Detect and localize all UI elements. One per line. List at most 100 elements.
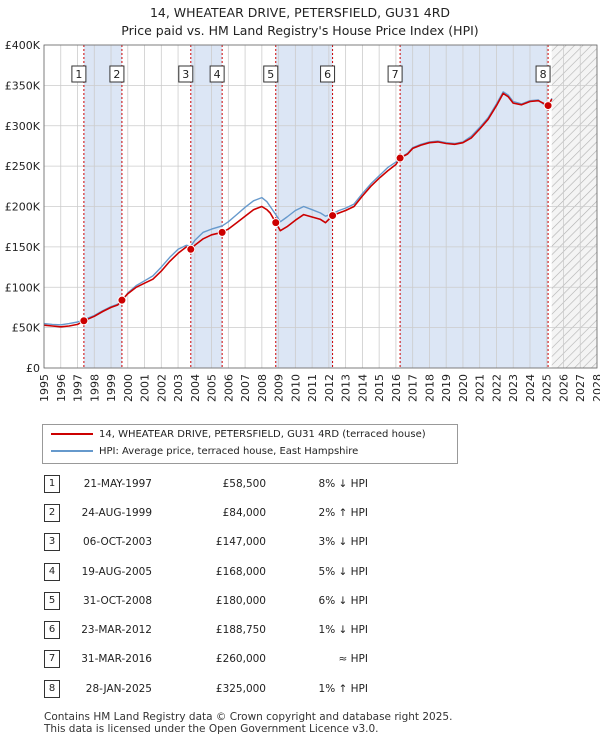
x-tick-label: 2000	[122, 374, 135, 402]
transaction-hpi: 1% ↑ HPI	[318, 683, 368, 695]
sale-badge-box	[71, 65, 87, 83]
x-tick-label: 2026	[557, 374, 570, 402]
y-tick-label: £50K	[12, 322, 41, 335]
transaction-price: £180,000	[215, 595, 266, 607]
x-tick-label: 2021	[474, 374, 487, 402]
x-tick-label: 2023	[507, 374, 520, 402]
transaction-price: £260,000	[215, 653, 266, 665]
y-tick-label: £300K	[5, 120, 41, 133]
plot-frame	[43, 44, 598, 369]
x-tick-label: 2019	[440, 374, 453, 402]
sale-badge-number: 5	[267, 68, 274, 81]
x-tick-label: 2020	[457, 374, 470, 402]
transaction-number: 3	[44, 533, 60, 551]
x-tick-label: 2024	[524, 374, 537, 402]
legend-swatch-property	[51, 433, 93, 435]
transaction-date: 06-OCT-2003	[83, 536, 152, 548]
legend-item-hpi: HPI: Average price, terraced house, East…	[51, 444, 358, 460]
transaction-number: 2	[44, 504, 60, 522]
y-tick-label: £150K	[5, 241, 41, 254]
transaction-date: 31-MAR-2016	[81, 653, 152, 665]
x-tick-label: 2014	[356, 374, 369, 402]
x-tick-label: 2012	[323, 374, 336, 402]
x-tick-label: 2002	[155, 374, 168, 402]
transaction-hpi: 6% ↓ HPI	[318, 595, 368, 607]
sale-badge-box	[178, 65, 194, 83]
transaction-row: 3 06-OCT-2003 £147,000 3% ↓ HPI	[0, 533, 600, 553]
transaction-date: 21-MAY-1997	[83, 478, 152, 490]
transaction-row: 1 21-MAY-1997 £58,500 8% ↓ HPI	[0, 475, 600, 495]
sale-badge-box	[535, 65, 551, 83]
transaction-hpi: 2% ↑ HPI	[318, 507, 368, 519]
x-tick-label: 2027	[574, 374, 587, 402]
transaction-price: £147,000	[215, 536, 266, 548]
transaction-price: £84,000	[222, 507, 266, 519]
transaction-row: 2 24-AUG-1999 £84,000 2% ↑ HPI	[0, 504, 600, 524]
sale-point	[395, 153, 405, 163]
title-line-2: Price paid vs. HM Land Registry's House …	[121, 23, 479, 38]
sale-badge-box	[320, 65, 336, 83]
transaction-number: 1	[44, 475, 60, 493]
x-tick-label: 1995	[38, 374, 51, 402]
x-tick-label: 2018	[423, 374, 436, 402]
x-tick-label: 1998	[88, 374, 101, 402]
sale-point	[79, 316, 89, 326]
transaction-number: 5	[44, 592, 60, 610]
sale-badge-number: 1	[75, 68, 82, 81]
x-tick-label: 1999	[105, 374, 118, 402]
transaction-hpi: 5% ↓ HPI	[318, 566, 368, 578]
footer-attribution: Contains HM Land Registry data © Crown c…	[44, 711, 452, 735]
sale-point	[543, 101, 553, 111]
property-price-line	[43, 92, 553, 328]
sale-badge-number: 7	[392, 68, 399, 81]
transaction-price: £168,000	[215, 566, 266, 578]
x-tick-label: 2001	[139, 374, 152, 402]
transaction-date: 19-AUG-2005	[81, 566, 152, 578]
transaction-price: £325,000	[215, 683, 266, 695]
transaction-hpi: 3% ↓ HPI	[318, 536, 368, 548]
x-tick-label: 1996	[55, 374, 68, 402]
hpi-line	[43, 91, 553, 326]
sale-badge-number: 2	[113, 68, 120, 81]
transaction-number: 6	[44, 621, 60, 639]
title-line-1: 14, WHEATEAR DRIVE, PETERSFIELD, GU31 4R…	[149, 5, 451, 20]
y-tick-label: £100K	[5, 281, 41, 294]
transaction-row: 4 19-AUG-2005 £168,000 5% ↓ HPI	[0, 563, 600, 583]
transaction-number: 4	[44, 563, 60, 581]
x-tick-label: 2017	[407, 374, 420, 402]
x-tick-label: 2015	[373, 374, 386, 402]
transaction-price: £188,750	[215, 624, 266, 636]
sale-point	[186, 244, 196, 254]
sale-point	[217, 227, 227, 237]
x-tick-label: 2003	[172, 374, 185, 402]
transaction-hpi: 1% ↓ HPI	[318, 624, 368, 636]
transaction-row: 6 23-MAR-2012 £188,750 1% ↓ HPI	[0, 621, 600, 641]
y-tick-label: £400K	[5, 39, 41, 52]
y-tick-label: £250K	[5, 160, 41, 173]
x-tick-label: 1997	[72, 374, 85, 402]
sale-badge-box	[263, 65, 279, 83]
sale-badge-box	[387, 65, 403, 83]
chart-title: 14, WHEATEAR DRIVE, PETERSFIELD, GU31 4R…	[0, 4, 600, 40]
x-tick-label: 2025	[541, 374, 554, 402]
footer-line-2: This data is licensed under the Open Gov…	[44, 723, 379, 735]
transaction-date: 24-AUG-1999	[81, 507, 152, 519]
transaction-date: 28-JAN-2025	[85, 683, 152, 695]
x-tick-label: 2007	[239, 374, 252, 402]
x-tick-label: 2009	[273, 374, 286, 402]
sale-badge-number: 6	[324, 68, 331, 81]
legend-label-hpi: HPI: Average price, terraced house, East…	[99, 446, 359, 457]
transaction-date: 31-OCT-2008	[83, 595, 152, 607]
legend-swatch-hpi	[51, 450, 93, 452]
x-tick-label: 2005	[206, 374, 219, 402]
legend-item-property: 14, WHEATEAR DRIVE, PETERSFIELD, GU31 4R…	[51, 427, 426, 443]
transaction-hpi: ≈ HPI	[338, 653, 368, 665]
x-tick-label: 2010	[289, 374, 302, 402]
x-tick-label: 2008	[256, 374, 269, 402]
transaction-row: 7 31-MAR-2016 £260,000 ≈ HPI	[0, 650, 600, 670]
sale-badge-number: 8	[540, 68, 547, 81]
transaction-number: 8	[44, 680, 60, 698]
y-tick-label: £200K	[5, 201, 41, 214]
x-tick-label: 2006	[222, 374, 235, 402]
sale-point	[328, 211, 338, 221]
